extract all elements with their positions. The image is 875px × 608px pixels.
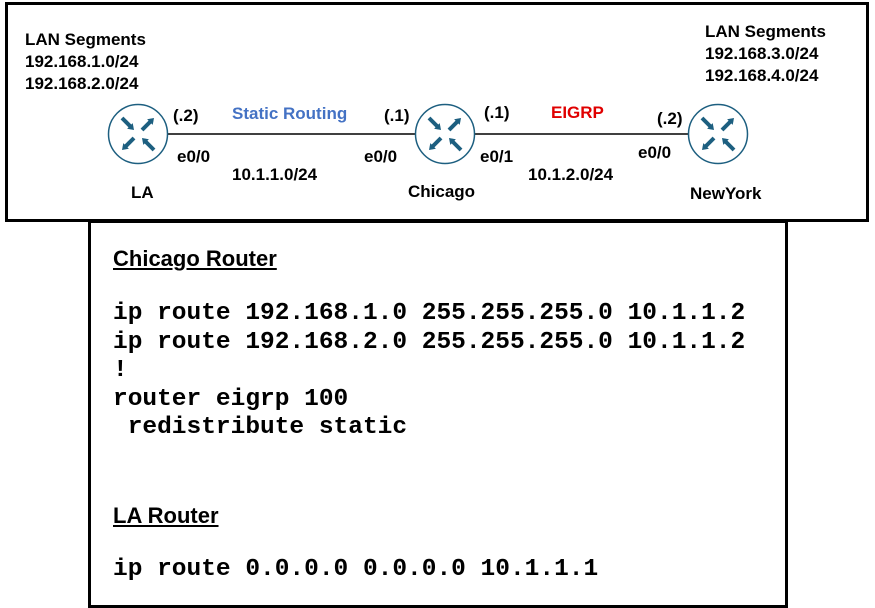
router-label-newyork: NewYork (690, 184, 762, 203)
la-interface: e0/0 (177, 147, 211, 166)
ny-lan-2: 192.168.4.0/24 (705, 66, 819, 85)
router-icon-newyork[interactable] (687, 103, 749, 165)
la-lan-title: LAN Segments (25, 30, 146, 49)
chicago-config-line: router eigrp 100 (113, 385, 349, 413)
chicago-config-line: ip route 192.168.1.0 255.255.255.0 10.1.… (113, 300, 746, 327)
router-label-la: LA (131, 183, 154, 202)
chicago-config-title: Chicago Router (113, 246, 277, 271)
la-config-title: LA Router (113, 503, 219, 528)
la-lan-2: 192.168.2.0/24 (25, 74, 139, 93)
chicago-config-line: ! (113, 357, 128, 384)
config-panel (88, 220, 788, 608)
chicago-interface-1: e0/0 (364, 147, 398, 166)
subnet-2: 10.1.2.0/24 (528, 165, 614, 184)
router-icon-chicago[interactable] (414, 103, 476, 165)
chicago-ip-2: (.1) (484, 103, 510, 122)
la-ip: (.2) (173, 106, 199, 125)
la-config-line: ip route 0.0.0.0 0.0.0.0 10.1.1.1 (113, 556, 599, 583)
newyork-ip: (.2) (657, 109, 683, 128)
newyork-interface: e0/0 (638, 143, 672, 162)
chicago-config-line: redistribute static (113, 414, 408, 441)
static-routing-label: Static Routing (232, 104, 348, 123)
chicago-ip-1: (.1) (384, 106, 410, 125)
chicago-config-line: ip route 192.168.2.0 255.255.255.0 10.1.… (113, 328, 746, 356)
ny-lan-title: LAN Segments (705, 22, 826, 41)
ny-lan-1: 192.168.3.0/24 (705, 44, 819, 63)
la-lan-1: 192.168.1.0/24 (25, 52, 139, 71)
eigrp-label: EIGRP (551, 103, 604, 122)
subnet-1: 10.1.1.0/24 (232, 165, 318, 184)
topology-diagram (107, 103, 749, 165)
router-label-chicago: Chicago (408, 182, 476, 201)
chicago-interface-2: e0/1 (480, 147, 514, 166)
router-icon-la[interactable] (107, 103, 169, 165)
